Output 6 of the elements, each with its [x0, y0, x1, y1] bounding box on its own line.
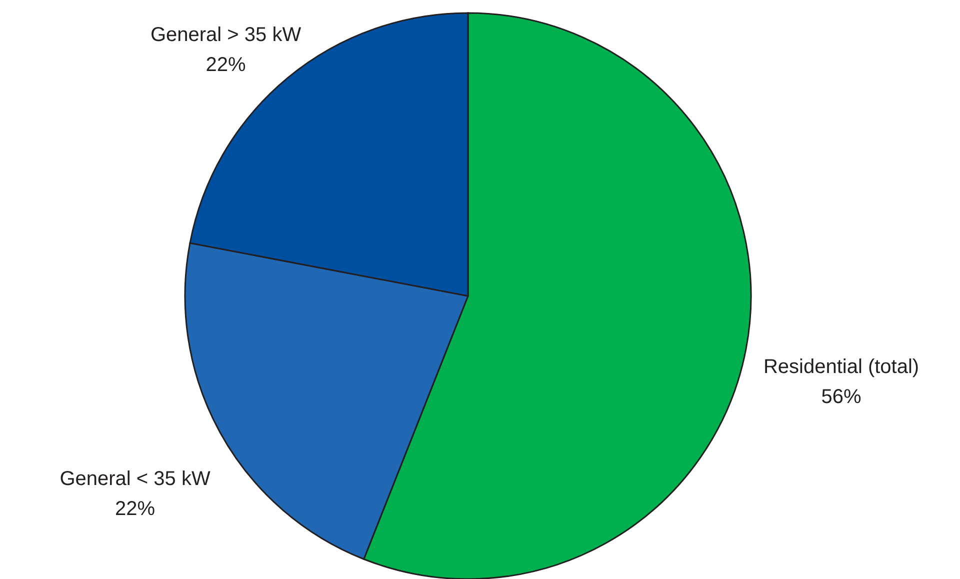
- data-label: 56%: [821, 386, 862, 408]
- slice-label: Residential (total): [763, 356, 920, 378]
- slice-label: General > 35 kW: [150, 24, 302, 46]
- data-label: 22%: [206, 54, 246, 76]
- data-label: 22%: [114, 498, 156, 520]
- slice-label: General < 35 kW: [60, 468, 210, 490]
